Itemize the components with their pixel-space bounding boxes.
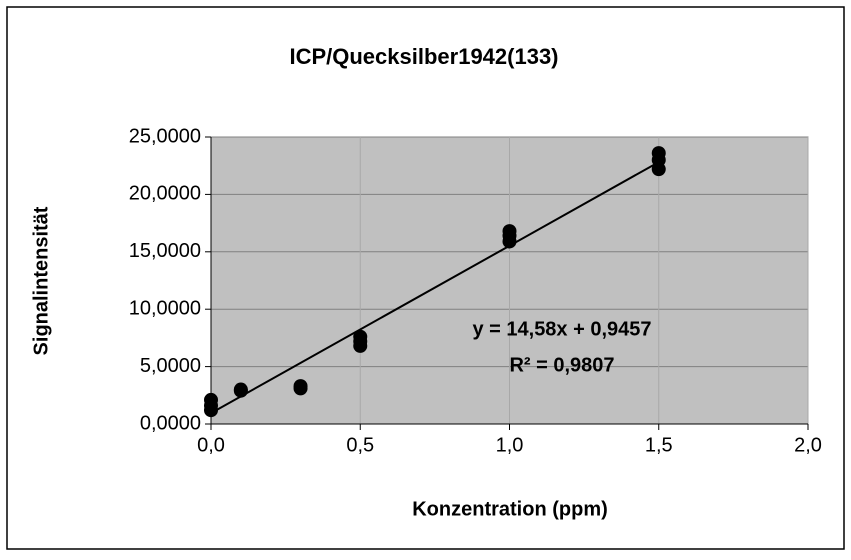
y-tick-label: 25,0000 bbox=[129, 125, 201, 147]
x-tick-label: 1,5 bbox=[645, 434, 673, 456]
y-tick-label: 0,0000 bbox=[140, 412, 201, 434]
point bbox=[502, 224, 517, 239]
point bbox=[293, 379, 308, 394]
y-tick-label: 5,0000 bbox=[140, 355, 201, 377]
x-axis-label: Konzentration (ppm) bbox=[412, 498, 608, 520]
point bbox=[353, 329, 368, 344]
trendline-r-squared: R² = 0,9807 bbox=[509, 354, 614, 376]
trendline-equation: y = 14,58x + 0,9457 bbox=[472, 318, 651, 340]
x-tick-label: 2,0 bbox=[794, 434, 822, 456]
x-tick-label: 0,5 bbox=[346, 434, 374, 456]
x-tick-label: 1,0 bbox=[496, 434, 524, 456]
y-tick-label: 15,0000 bbox=[129, 240, 201, 262]
y-tick-label: 10,0000 bbox=[129, 297, 201, 319]
y-axis-label: Signalintensität bbox=[30, 206, 52, 355]
point bbox=[204, 392, 218, 407]
x-tick-label: 0,0 bbox=[197, 434, 225, 456]
trendline bbox=[210, 161, 660, 415]
chart-title: ICP/Quecksilber1942(133) bbox=[289, 44, 558, 69]
y-tick-label: 20,0000 bbox=[129, 183, 201, 205]
point bbox=[233, 382, 248, 397]
point bbox=[651, 146, 666, 161]
